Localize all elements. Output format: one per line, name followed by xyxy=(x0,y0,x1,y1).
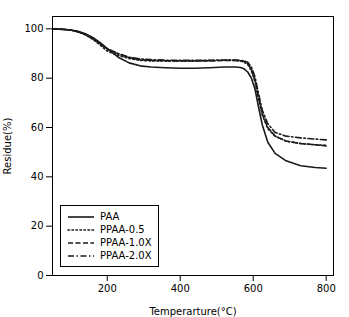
svg-text:Residue(%): Residue(%) xyxy=(2,118,13,175)
svg-text:100: 100 xyxy=(24,23,43,34)
html-text:PPAA-0.5: PPAA-0.5 xyxy=(100,224,145,235)
html-text:PPAA-2.0X: PPAA-2.0X xyxy=(100,250,152,261)
svg-text:200: 200 xyxy=(98,283,117,294)
html-text:PAA: PAA xyxy=(100,211,120,222)
svg-text:60: 60 xyxy=(31,122,44,133)
svg-text:800: 800 xyxy=(317,283,336,294)
svg-text:Temperarture(°C): Temperarture(°C) xyxy=(148,306,236,317)
svg-text:40: 40 xyxy=(31,171,44,182)
svg-text:80: 80 xyxy=(31,72,44,83)
html-text:PPAA-1.0X: PPAA-1.0X xyxy=(100,237,152,248)
svg-text:600: 600 xyxy=(244,283,263,294)
svg-text:400: 400 xyxy=(171,283,190,294)
svg-text:20: 20 xyxy=(31,220,44,231)
svg-text:0: 0 xyxy=(37,270,43,281)
